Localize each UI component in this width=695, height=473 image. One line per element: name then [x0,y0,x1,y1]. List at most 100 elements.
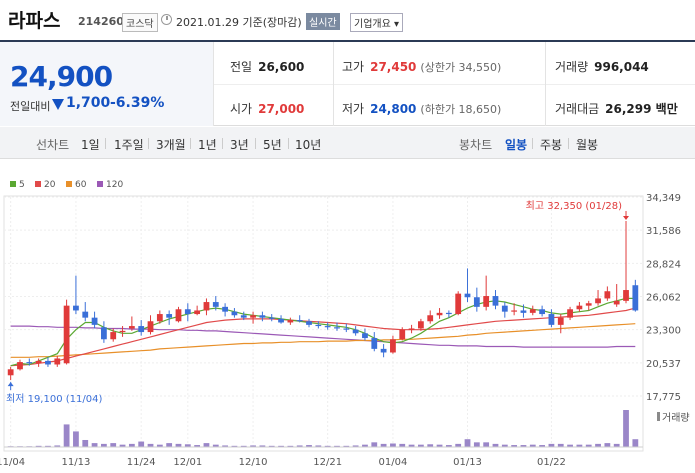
volume-bar [492,443,499,447]
candle-body [492,296,499,306]
candle-body [595,298,601,304]
x-tick-label: 12/10 [239,457,268,468]
candle-body [585,303,592,306]
period-10y[interactable]: 10년 [295,138,322,152]
volume-bar [445,445,452,447]
stock-code: 214260 [78,15,124,28]
moving-average-ma5 [10,297,636,367]
current-price: 24,900 [10,60,113,93]
candle-body [501,305,508,312]
row-divider [214,84,695,85]
volume-bar [45,445,51,447]
volume-bar [138,441,145,447]
max-price-label: 최고 32,350 (01/28) [526,200,622,212]
y-tick-label: 31,586 [646,226,681,237]
candle-body [101,327,107,340]
volume-bar [110,443,117,447]
volume-bar [548,443,555,447]
volume-bar [595,443,601,447]
candle-body [45,360,51,365]
volume-bar [613,443,620,447]
volume-bar [166,443,173,447]
volume-label: 거래량 [662,412,690,424]
candle-body [82,311,89,318]
candle-daily[interactable]: 일봉 [505,138,528,152]
period-1d[interactable]: 1일 [81,138,100,152]
x-tick-label: 11/04 [0,457,25,468]
candle-body [91,317,98,325]
x-tick-label: 11/24 [127,457,156,468]
prev-close-cell: 전일 26,600 [230,60,305,74]
compare-label: 전일대비 [10,100,51,113]
volume-bar [483,442,490,447]
x-tick-label: 01/13 [453,457,482,468]
volume-bar [315,445,322,447]
candle-body [455,293,462,315]
y-tick-label: 20,537 [646,359,681,370]
volume-bar [520,445,527,447]
candle-body [259,315,266,318]
volume-bar [380,443,387,447]
volume-bar [128,443,135,447]
candle-body [306,321,312,325]
realtime-button[interactable]: 실시간 [306,13,340,30]
candle-body [203,302,210,311]
low-cell: 저가 24,800 (하한가 18,650) [342,102,502,116]
max-arrow-head [623,216,630,221]
period-3m[interactable]: 3개월 [156,138,186,152]
volume-bar [408,444,415,447]
open-cell: 시가 27,000 [230,102,305,116]
volume-bar [455,443,462,447]
candle-body [334,327,340,329]
volume-bar [222,445,228,447]
column-divider [333,42,334,126]
candle-body [166,314,173,318]
volume-bar [306,445,312,447]
volume-bar [390,443,396,447]
candle-body [399,329,406,340]
candle-chart-label: 봉차트 [459,138,493,152]
candle-body [250,315,256,318]
candle-monthly[interactable]: 월봉 [576,138,599,152]
volume-bar [250,445,256,447]
price-summary: 24,900 전일대비 1,700 -6.39% [0,42,214,126]
candle-body [35,360,42,364]
x-tick-label: 01/22 [537,457,566,468]
volume-bar [334,445,340,447]
price-change: 1,700 [66,95,111,111]
candle-body [147,321,154,333]
candle-body [632,285,639,311]
volume-bar [184,444,191,447]
candle-body [324,326,331,328]
volume-bar [632,439,639,447]
volume-bar [473,442,480,447]
moving-average-ma60 [10,323,636,358]
candle-weekly[interactable]: 주봉 [540,138,563,152]
x-tick-label: 12/01 [173,457,202,468]
period-5y[interactable]: 5년 [263,138,282,152]
price-change-pct: -6.39% [110,95,165,111]
candle-body [567,309,573,318]
candle-body [511,310,518,312]
line-chart-label: 선차트 [36,138,70,152]
volume-bar [82,439,89,447]
clock-icon [161,14,172,25]
period-3y[interactable]: 3년 [230,138,249,152]
x-tick-label: 01/04 [379,457,408,468]
company-info-dropdown[interactable]: 기업개요 ▾ [350,13,403,32]
candle-body [73,305,79,311]
period-1y[interactable]: 1년 [198,138,217,152]
candle-body [63,305,70,364]
legend-ma5: 5 [10,180,25,190]
candle-body [520,310,527,313]
volume-bar [296,445,303,447]
column-divider [545,42,546,126]
y-tick-label: 34,349 [646,193,681,204]
chart-frame [3,195,644,452]
period-1w[interactable]: 1주일 [114,138,144,152]
x-tick-label: 11/13 [62,457,91,468]
market-badge: 코스닥 [122,13,158,32]
candle-body [483,296,490,307]
volume-bar [464,439,471,447]
